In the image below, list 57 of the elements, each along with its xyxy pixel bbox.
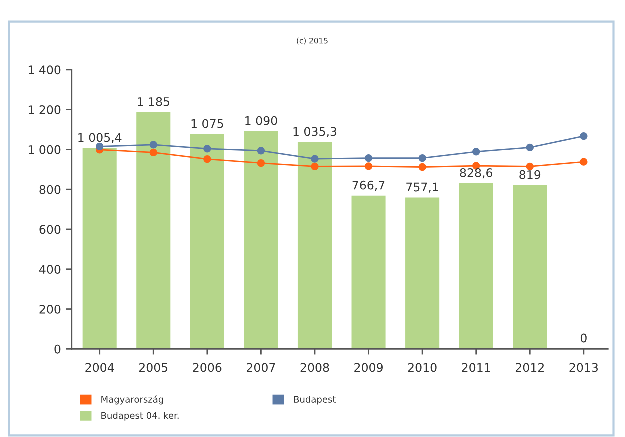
point [364,154,373,162]
point [526,144,534,152]
point [418,163,426,172]
point [311,155,319,163]
data-label: 828,6 [460,168,493,179]
point [204,145,212,153]
data-label: 1 075 [192,119,224,128]
point [580,132,588,140]
y-tick-label: 600 [40,225,61,234]
point [150,141,158,149]
point [526,162,534,170]
y-tick-label: 800 [40,185,61,194]
y-tick-label: 0 [54,344,61,354]
point [311,162,319,170]
x-tick-label: 2005 [139,363,168,372]
bar [459,184,494,350]
data-label: 0 [580,334,587,343]
legend-label: Budapest [294,396,336,405]
x-tick-label: 2011 [462,363,490,372]
data-label: 1 090 [246,116,278,126]
bar [244,131,278,350]
x-tick-label: 2012 [516,363,544,372]
y-tick-label: 200 [40,304,61,314]
bar [406,198,440,350]
point [150,148,158,157]
data-label: 1 035,3 [294,127,337,138]
bar [352,196,386,350]
data-label: 1 185 [138,97,170,106]
bar [298,142,332,350]
point [418,154,426,162]
point [364,162,373,170]
x-tick-label: 2006 [193,363,222,372]
point [257,159,266,168]
bar [513,185,548,350]
point [472,148,480,156]
x-tick-label: 2007 [247,363,276,372]
legend-label: Budapest 04. ker. [102,412,179,421]
x-tick-label: 2009 [354,363,383,372]
bar [190,134,224,350]
bar [136,112,171,350]
y-tick-label: 1 000 [28,145,61,154]
point [204,155,212,164]
data-label: 766,7 [352,180,385,191]
x-tick-label: 2008 [300,363,330,372]
x-tick-label: 2004 [86,363,114,372]
point [257,147,266,155]
x-tick-label: 2010 [408,363,437,372]
y-tick-label: 400 [40,265,61,274]
y-tick-label: 1 200 [28,106,61,114]
x-tick-label: 2013 [570,363,598,372]
data-label: 757,1 [406,182,438,193]
legend-label: Magyarország [102,396,164,405]
point [580,158,588,166]
data-label: 1 005,4 [78,133,122,144]
data-label: 819 [520,170,541,180]
bar [82,148,117,350]
y-tick-label: 1 400 [28,66,61,75]
